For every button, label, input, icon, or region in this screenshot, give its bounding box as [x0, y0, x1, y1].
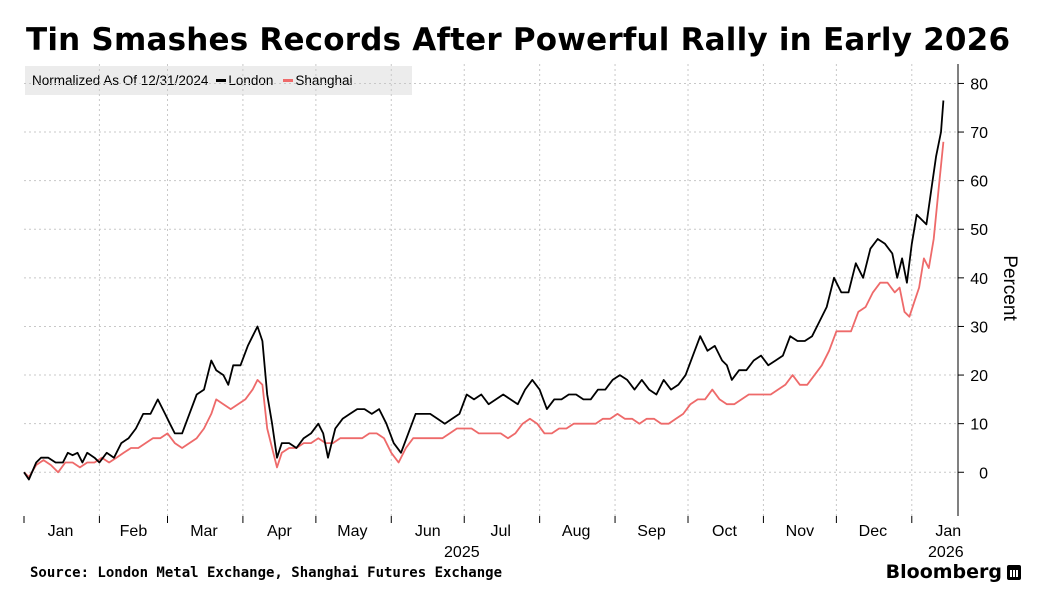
bloomberg-terminal-icon: [1007, 564, 1021, 580]
y-tick-label-0: 0: [979, 465, 988, 482]
series-line-london: [23, 100, 945, 481]
year-label-1: 2026: [928, 544, 964, 561]
x-tick-label-0: Jan: [48, 523, 74, 540]
x-tick-label-3: Apr: [267, 523, 293, 540]
y-tick-label-60: 60: [970, 174, 988, 191]
x-tick-label-1: Feb: [120, 523, 148, 540]
y-axis-title: Percent: [999, 255, 1020, 321]
x-tick-label-9: Oct: [712, 523, 737, 540]
legend-label-shanghai: Shanghai: [295, 73, 353, 88]
y-tick-label-20: 20: [970, 368, 988, 385]
legend-label-london: London: [228, 73, 274, 88]
x-tick-label-7: Aug: [562, 523, 590, 540]
legend-swatch-shanghai: [283, 79, 294, 82]
legend-item-london[interactable]: London: [216, 73, 273, 88]
source-note: Source: London Metal Exchange, Shanghai …: [30, 565, 503, 581]
x-tick-label-2: Mar: [190, 523, 218, 540]
legend: Normalized As Of 12/31/2024 London Shang…: [25, 66, 412, 95]
bloomberg-logo: Bloomberg: [886, 561, 1021, 583]
brand-text: Bloomberg: [885, 561, 1002, 583]
x-tick-label-10: Nov: [786, 523, 814, 540]
y-tick-label-80: 80: [970, 76, 988, 93]
axes: [23, 64, 964, 523]
series-lines: [23, 100, 945, 481]
y-tick-label-70: 70: [970, 125, 988, 142]
series-line-shanghai: [23, 141, 945, 478]
legend-item-shanghai[interactable]: Shanghai: [283, 73, 352, 88]
axis-labels: 0 10 20 30 40 50 60 70 80 Jan Feb Mar Apr May Jun Jul Au…: [48, 76, 1020, 561]
chart-subtitle: Normalized As Of 12/31/2024: [32, 73, 209, 88]
y-tick-label-50: 50: [970, 222, 988, 239]
gridlines: [24, 64, 958, 516]
legend-swatch-london: [216, 79, 227, 82]
y-tick-label-40: 40: [970, 271, 988, 288]
year-label-0: 2025: [444, 544, 480, 561]
x-tick-label-8: Sep: [637, 523, 666, 540]
chart-title: Tin Smashes Records After Powerful Rally…: [26, 22, 1011, 58]
x-tick-label-4: May: [337, 523, 367, 540]
x-tick-label-11: Dec: [859, 523, 887, 540]
y-tick-label-10: 10: [970, 417, 988, 434]
x-tick-label-6: Jul: [491, 523, 511, 540]
x-tick-label-12: Jan: [935, 523, 961, 540]
y-tick-label-30: 30: [970, 319, 988, 336]
x-tick-label-5: Jun: [415, 523, 441, 540]
